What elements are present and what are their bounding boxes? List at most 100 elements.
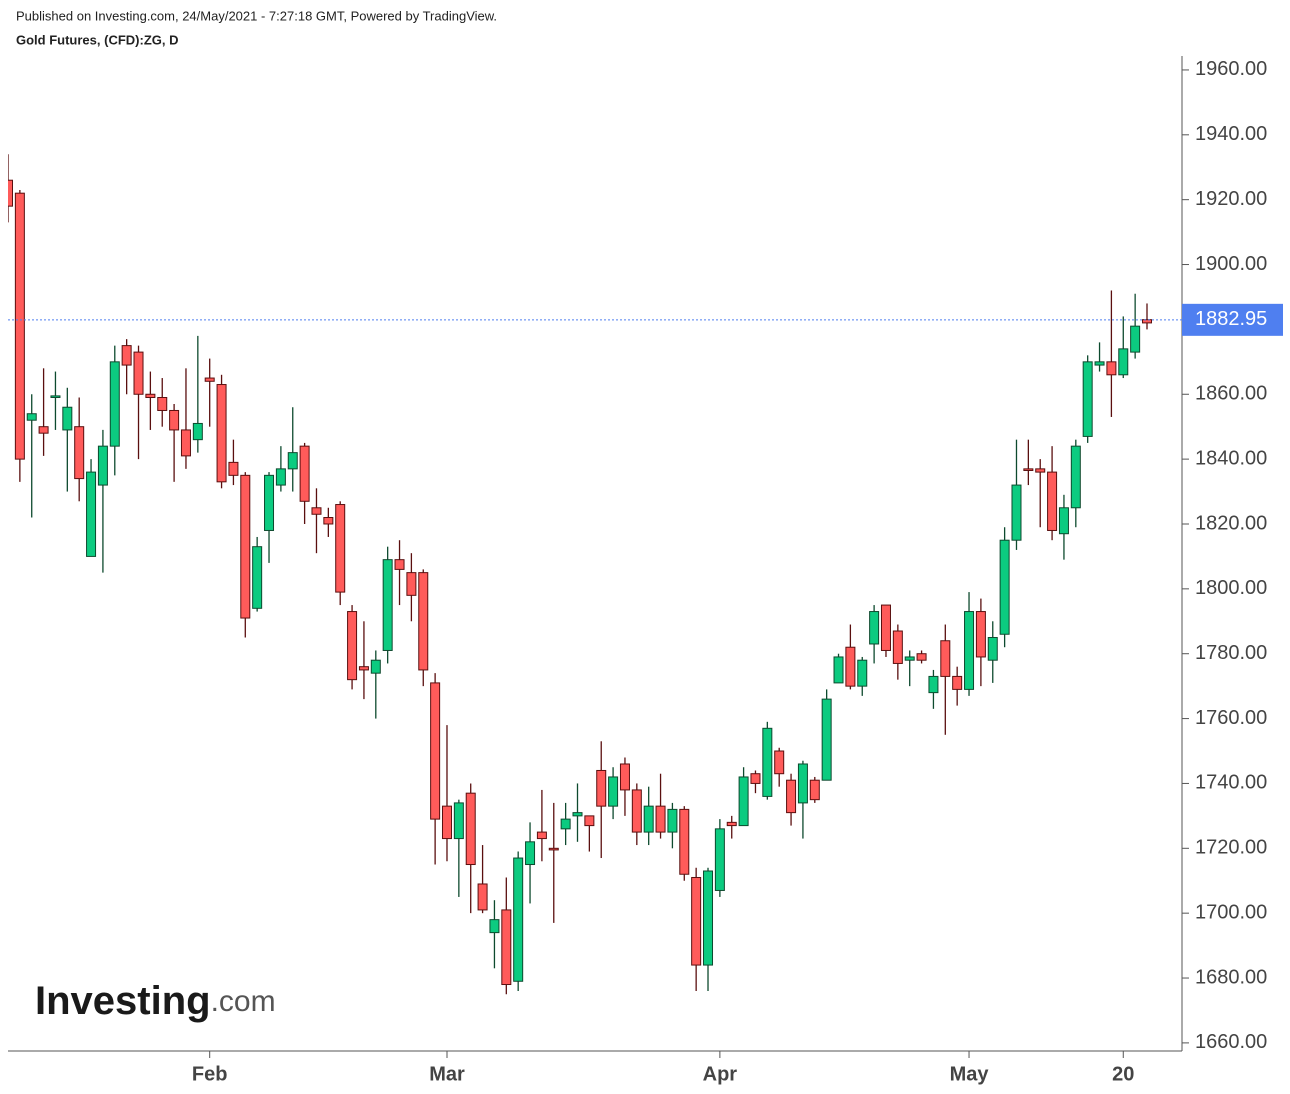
candle-body <box>892 630 903 664</box>
candle-body <box>133 351 144 395</box>
candle-body <box>940 640 951 677</box>
candle-body <box>596 769 607 807</box>
candle-body <box>608 776 619 807</box>
candle-body <box>252 546 263 609</box>
y-tick-label: 1920.00 <box>1195 188 1267 210</box>
candle-body <box>275 468 286 486</box>
candle-body <box>880 604 891 651</box>
candle-body <box>513 857 524 982</box>
candle-body <box>952 675 963 690</box>
candle-body <box>904 656 915 661</box>
candle-body <box>299 445 310 502</box>
logo: Investing.com <box>35 979 276 1023</box>
y-tick-label: 1700.00 <box>1195 901 1267 923</box>
candle-body <box>264 474 275 531</box>
candle-body <box>738 776 749 827</box>
candle-body <box>109 361 120 447</box>
candle-body <box>418 572 429 671</box>
candle-body <box>62 406 73 431</box>
candle-body <box>619 763 630 791</box>
candle-body <box>525 841 536 866</box>
candle-body <box>572 812 583 817</box>
y-tick-label: 1720.00 <box>1195 837 1267 859</box>
candle-body <box>928 675 939 694</box>
candle-body <box>50 395 61 399</box>
candle-body <box>987 636 998 661</box>
candle-body <box>157 397 168 411</box>
last-price-box <box>1182 303 1283 336</box>
candle-body <box>857 659 868 687</box>
candle-body <box>691 876 702 966</box>
logo-name: Investing <box>35 979 211 1023</box>
candle-body <box>240 474 251 619</box>
candle-body <box>192 422 203 441</box>
candle-body <box>560 818 571 830</box>
candle-body <box>1130 325 1141 353</box>
y-tick-label: 1820.00 <box>1195 512 1267 534</box>
x-tick-label: Apr <box>703 1063 738 1085</box>
candle-body <box>1118 348 1129 376</box>
y-tick-label: 1680.00 <box>1195 966 1267 988</box>
candle-body <box>1035 468 1046 473</box>
candle-body <box>999 539 1010 635</box>
candle-body <box>406 572 417 596</box>
candle-body <box>1106 361 1117 376</box>
logo-suffix: .com <box>211 985 276 1018</box>
y-tick-label: 1960.00 <box>1195 58 1267 80</box>
candle-body <box>797 763 808 804</box>
candle-body <box>86 471 97 557</box>
candle-body <box>430 682 441 820</box>
y-tick-label: 1800.00 <box>1195 577 1267 599</box>
candle-body <box>821 698 832 781</box>
y-tick-label: 1760.00 <box>1195 707 1267 729</box>
candle-body <box>8 179 13 207</box>
candle-body <box>311 507 322 515</box>
candle-body <box>204 377 215 382</box>
candle-body <box>228 461 239 476</box>
candle-body <box>370 659 381 674</box>
candle-body <box>441 805 452 840</box>
candle-body <box>477 883 488 911</box>
published-note: Published on Investing.com, 24/May/2021 … <box>16 8 497 23</box>
candle-body <box>964 611 975 690</box>
candle-body <box>1011 484 1022 541</box>
candle-body <box>1047 471 1058 531</box>
candle-body <box>501 909 512 986</box>
candle-body <box>382 559 393 651</box>
candle-body <box>287 452 298 470</box>
y-tick-label: 1780.00 <box>1195 642 1267 664</box>
candle-body <box>679 808 690 875</box>
candle-body <box>323 517 334 525</box>
candle-body <box>358 666 369 671</box>
candle-body <box>750 773 761 784</box>
candle-body <box>845 646 856 687</box>
plot-area <box>8 154 1152 995</box>
candle-body <box>97 445 108 486</box>
x-tick-label: Mar <box>429 1063 465 1085</box>
candle-body <box>655 805 666 833</box>
y-tick-label: 1860.00 <box>1195 383 1267 405</box>
candle-body <box>169 409 180 431</box>
candle-body <box>584 815 595 827</box>
candle-body <box>916 653 927 661</box>
candle-body <box>347 611 358 681</box>
y-tick-label: 1740.00 <box>1195 772 1267 794</box>
candle-body <box>38 426 49 434</box>
candle-body <box>833 656 844 684</box>
candle-body <box>453 802 464 840</box>
candle-body <box>1082 361 1093 437</box>
y-tick-label: 1940.00 <box>1195 123 1267 145</box>
candle-body <box>643 805 654 833</box>
candle-body <box>667 808 678 833</box>
candle-body <box>1023 468 1034 471</box>
x-tick-label: 20 <box>1112 1063 1134 1085</box>
candle-body <box>216 384 227 483</box>
candle-body <box>1058 507 1069 535</box>
candle-body <box>774 750 785 775</box>
last-price-label: 1882.95 <box>1195 308 1267 330</box>
candle-body <box>1142 319 1152 324</box>
candle-body <box>536 831 547 840</box>
candle-body <box>121 345 132 366</box>
candle-body <box>809 779 820 801</box>
